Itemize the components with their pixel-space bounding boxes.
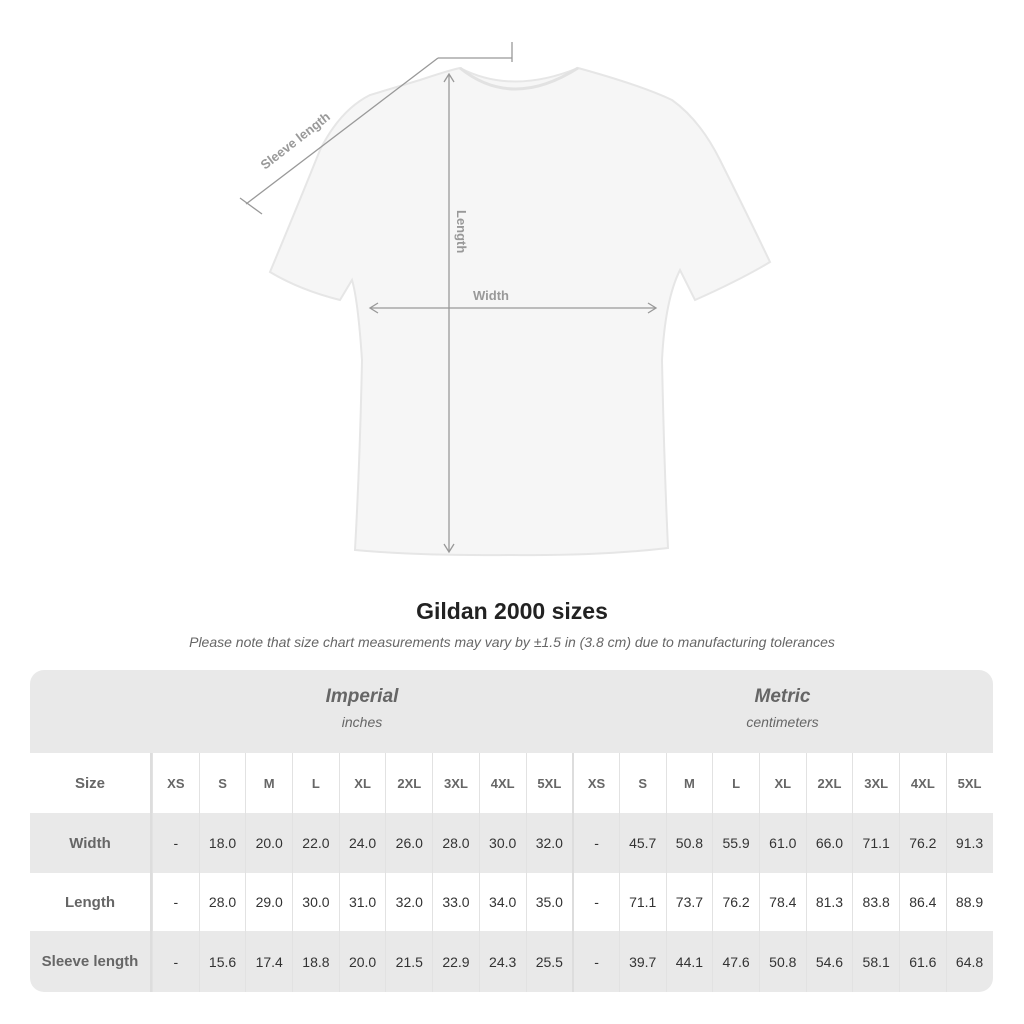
imperial-size-header: XL: [338, 753, 386, 813]
size-table: Imperial inches Metric centimeters Size X…: [30, 670, 993, 992]
imperial-value-cell: 22.0: [292, 813, 339, 873]
imperial-value-cell: -: [152, 813, 199, 873]
metric-value-cell: 55.9: [712, 813, 759, 873]
imperial-value-cell: 28.0: [432, 813, 479, 873]
metric-size-header: 3XL: [852, 753, 899, 813]
metric-value-cell: 45.7: [618, 813, 666, 873]
metric-value-cell: 44.1: [665, 931, 713, 992]
imperial-size-header: 2XL: [385, 753, 432, 813]
metric-value-cell: 88.9: [945, 873, 993, 931]
row-label: Sleeve length: [30, 931, 152, 992]
metric-value-cell: 71.1: [852, 813, 899, 873]
sleeve-line: [245, 57, 439, 205]
metric-value-cell: 47.6: [712, 931, 759, 992]
row-label: Size: [30, 753, 152, 813]
imperial-value-cell: 18.0: [198, 813, 246, 873]
imperial-size-header: 5XL: [525, 753, 573, 813]
imperial-value-cell: 20.0: [245, 813, 292, 873]
tshirt-diagram: Sleeve length Length Width: [239, 42, 772, 557]
imperial-value-cell: 32.0: [385, 873, 432, 931]
imperial-header: Imperial inches: [152, 686, 572, 730]
metric-value-cell: -: [572, 931, 619, 992]
metric-value-cell: 86.4: [899, 873, 946, 931]
metric-value-cell: 54.6: [805, 931, 853, 992]
metric-value-cell: 58.1: [852, 931, 899, 992]
metric-value-cell: 83.8: [852, 873, 899, 931]
imperial-value-cell: 35.0: [525, 873, 573, 931]
length-label: Length: [454, 210, 469, 253]
metric-value-cell: 66.0: [805, 813, 853, 873]
imperial-value-cell: 21.5: [385, 931, 432, 992]
metric-size-header: 2XL: [805, 753, 853, 813]
imperial-unit: inches: [341, 714, 383, 730]
table-row: Sleeve length -15.6 17.4 18.8 20.0 21.5 22.9 24…: [30, 931, 993, 992]
imperial-value-cell: -: [152, 931, 199, 992]
metric-value-cell: 71.1: [618, 873, 666, 931]
imperial-value-cell: 15.6: [198, 931, 246, 992]
imperial-value-cell: 28.0: [198, 873, 246, 931]
metric-size-header: M: [665, 753, 713, 813]
metric-value-cell: -: [572, 873, 619, 931]
imperial-value-cell: 34.0: [478, 873, 526, 931]
metric-title: Metric: [754, 686, 811, 707]
metric-value-cell: 76.2: [712, 873, 759, 931]
imperial-value-cell: 20.0: [338, 931, 386, 992]
metric-value-cell: 64.8: [945, 931, 993, 992]
imperial-value-cell: 17.4: [245, 931, 292, 992]
imperial-value-cell: 33.0: [432, 873, 479, 931]
imperial-value-cell: 26.0: [385, 813, 432, 873]
imperial-size-header: 4XL: [478, 753, 526, 813]
metric-unit: centimeters: [746, 714, 819, 730]
metric-value-cell: 50.8: [758, 931, 806, 992]
width-label: Width: [473, 288, 509, 303]
imperial-value-cell: 29.0: [245, 873, 292, 931]
metric-size-header: XS: [572, 753, 619, 813]
imperial-size-header: XS: [152, 753, 199, 813]
size-header-row: Size XS S M L XL 2XL 3XL 4XL 5XL XS S M L XL 2XL 3XL 4XL 5…: [30, 753, 993, 813]
imperial-title: Imperial: [325, 686, 399, 707]
imperial-value-cell: 31.0: [338, 873, 386, 931]
row-label: Length: [30, 873, 152, 931]
metric-value-cell: 81.3: [805, 873, 853, 931]
metric-header: Metric centimeters: [572, 686, 993, 730]
imperial-value-cell: 18.8: [292, 931, 339, 992]
metric-value-cell: 91.3: [945, 813, 993, 873]
collar: [459, 66, 579, 91]
metric-value-cell: 78.4: [758, 873, 806, 931]
metric-value-cell: 73.7: [665, 873, 713, 931]
metric-value-cell: 39.7: [618, 931, 666, 992]
metric-value-cell: 61.6: [899, 931, 946, 992]
imperial-value-cell: 30.0: [478, 813, 526, 873]
imperial-size-header: S: [198, 753, 246, 813]
imperial-value-cell: 22.9: [432, 931, 479, 992]
metric-size-header: L: [712, 753, 759, 813]
metric-size-header: 4XL: [899, 753, 946, 813]
imperial-value-cell: 25.5: [525, 931, 573, 992]
chart-title: Gildan 2000 sizes: [416, 598, 608, 624]
imperial-size-header: 3XL: [432, 753, 479, 813]
imperial-value-cell: 30.0: [292, 873, 339, 931]
metric-size-header: S: [618, 753, 666, 813]
imperial-value-cell: -: [152, 873, 199, 931]
metric-size-header: XL: [758, 753, 806, 813]
imperial-value-cell: 24.0: [338, 813, 386, 873]
tolerance-note: Please note that size chart measurements…: [189, 634, 835, 650]
imperial-value-cell: 32.0: [525, 813, 573, 873]
imperial-size-header: M: [245, 753, 292, 813]
metric-value-cell: 76.2: [899, 813, 946, 873]
imperial-size-header: L: [292, 753, 339, 813]
table-row: Width -18.0 20.0 22.0 24.0 26.0 28.0 30.0 32.0-4…: [30, 813, 993, 873]
metric-value-cell: -: [572, 813, 619, 873]
imperial-value-cell: 24.3: [478, 931, 526, 992]
table-row: Length -28.0 29.0 30.0 31.0 32.0 33.0 34.0 35.0-…: [30, 873, 993, 931]
metric-value-cell: 61.0: [758, 813, 806, 873]
unit-header-band: [30, 670, 993, 753]
metric-size-header: 5XL: [945, 753, 993, 813]
metric-value-cell: 50.8: [665, 813, 713, 873]
row-label: Width: [30, 813, 152, 873]
tshirt-image: [268, 66, 772, 557]
